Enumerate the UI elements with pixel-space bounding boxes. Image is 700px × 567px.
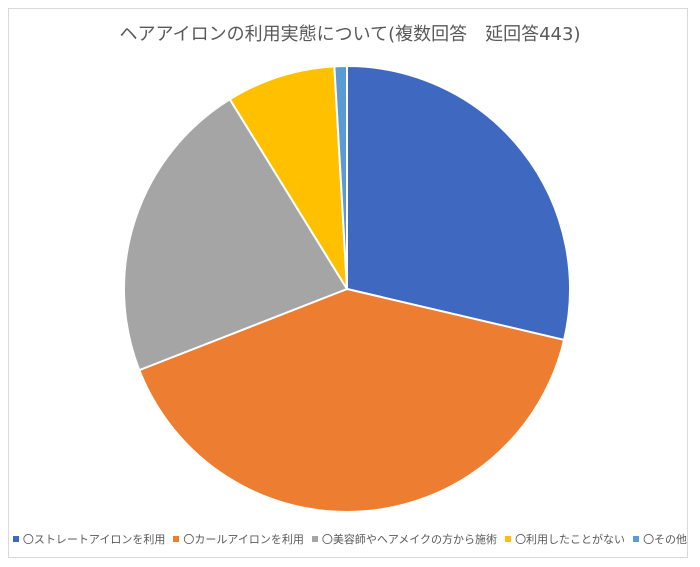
- legend-label: 〇利用したことがない: [515, 533, 626, 546]
- legend-label: 〇その他: [643, 533, 688, 546]
- legend-swatch-icon: [12, 536, 19, 542]
- pie-slice-other: [333, 65, 348, 290]
- legend-item-straight-iron: 〇ストレートアイロンを利用: [12, 531, 166, 547]
- legend-label: 〇美容師やヘアメイクの方から施術: [321, 533, 498, 546]
- legend-label: 〇カールアイロンを利用: [183, 533, 304, 546]
- legend-item-curl-iron: 〇カールアイロンを利用: [173, 531, 304, 547]
- pie-slice-never-used: [228, 65, 348, 290]
- legend-item-other: 〇その他: [633, 531, 687, 547]
- chart-legend: 〇ストレートアイロンを利用 〇カールアイロンを利用 〇美容師やヘアメイクの方から…: [0, 531, 700, 547]
- legend-item-never-used: 〇利用したことがない: [505, 531, 625, 547]
- legend-swatch-icon: [505, 536, 512, 542]
- pie-slice-straight-iron: [346, 65, 571, 341]
- chart-title: ヘアアイロンの利用実態について(複数回答 延回答443): [119, 24, 581, 45]
- legend-label: 〇ストレートアイロンを利用: [22, 533, 166, 546]
- legend-swatch-icon: [633, 536, 640, 542]
- pie-slice-curl-iron: [138, 288, 566, 513]
- legend-item-salon: 〇美容師やヘアメイクの方から施術: [311, 531, 498, 547]
- legend-swatch-icon: [311, 536, 318, 542]
- pie-slice-salon: [123, 98, 348, 372]
- legend-swatch-icon: [173, 536, 180, 542]
